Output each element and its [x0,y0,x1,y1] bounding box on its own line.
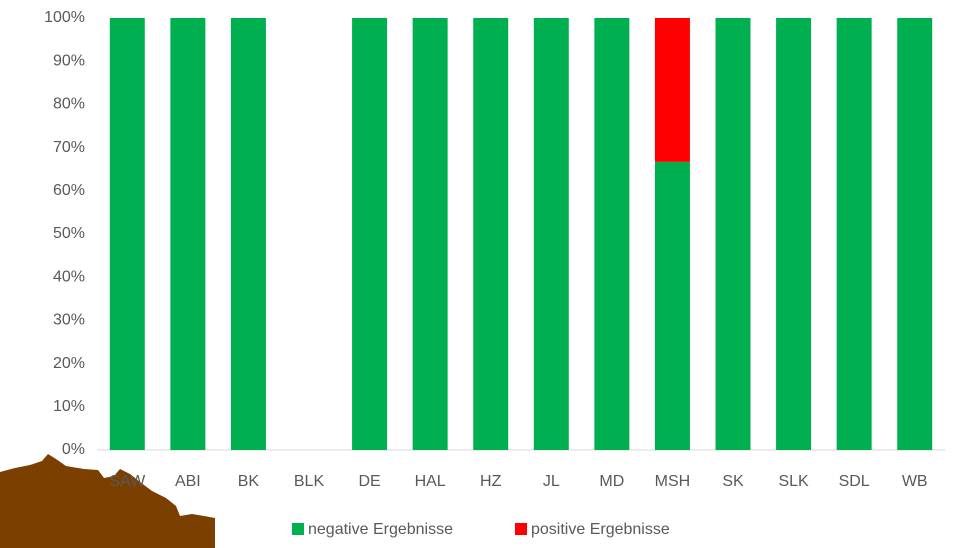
y-tick-label: 90% [53,52,85,69]
x-tick-label: MD [599,473,624,490]
bar-segment [654,18,690,162]
bar-segment [715,18,751,450]
y-tick-label: 10% [53,398,85,415]
bar-segment [412,18,448,450]
legend-swatch [292,523,304,535]
legend-label: positive Ergebnisse [531,521,670,538]
x-tick-label: SLK [778,473,809,490]
y-tick-label: 60% [53,182,85,199]
bar-segment [352,18,388,450]
y-tick-label: 20% [53,355,85,372]
bar-segment [170,18,206,450]
x-tick-label: HAL [415,473,446,490]
y-tick-label: 40% [53,268,85,285]
x-tick-label: SAW [109,473,146,490]
x-tick-label: MSH [655,473,691,490]
y-tick-label: 50% [53,225,85,242]
bar-segment [533,18,569,450]
bar-segment [836,18,872,450]
x-tick-label: SK [722,473,744,490]
y-tick-label: 30% [53,312,85,329]
bar-segment [109,18,145,450]
y-tick-label: 100% [44,9,85,26]
x-tick-label: BK [238,473,260,490]
bar-segment [230,18,266,450]
x-tick-label: JL [543,473,560,490]
bar-segment [654,161,690,450]
x-tick-label: SDL [839,473,870,490]
x-tick-label: HZ [480,473,502,490]
y-tick-label: 0% [62,441,85,458]
legend-swatch [515,523,527,535]
y-tick-label: 80% [53,96,85,113]
terrain-decoration [0,454,215,548]
bar-segment [776,18,812,450]
bar-segment [594,18,630,450]
y-tick-label: 70% [53,139,85,156]
x-tick-label: BLK [294,473,325,490]
x-tick-label: ABI [175,473,201,490]
x-tick-label: WB [902,473,928,490]
legend-label: negative Ergebnisse [308,521,453,538]
bar-segment [897,18,933,450]
bar-segment [473,18,509,450]
x-tick-label: DE [358,473,380,490]
